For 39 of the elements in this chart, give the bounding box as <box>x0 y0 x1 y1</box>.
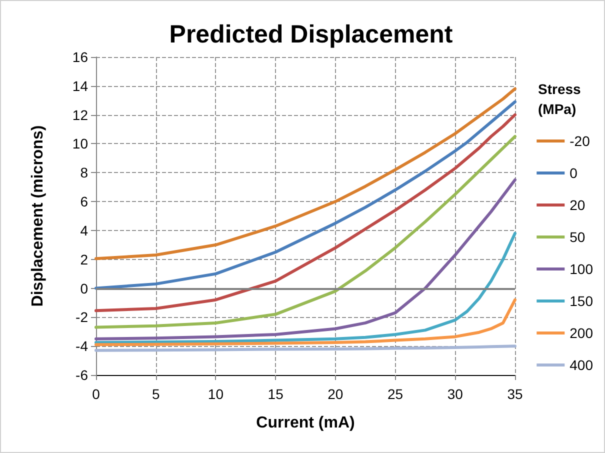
y-tick-label: -6 <box>76 367 88 383</box>
y-tick-label: 4 <box>80 222 88 238</box>
y-tick-label: 0 <box>80 280 88 296</box>
y-tick-label: 10 <box>72 136 88 152</box>
line-series <box>94 178 516 340</box>
x-axis-title: Current (mA) <box>256 414 355 432</box>
x-tick-label: 5 <box>152 386 160 402</box>
x-tick-label: 35 <box>507 386 523 402</box>
x-tick-label: 20 <box>328 386 344 402</box>
y-tick-label: 2 <box>80 251 88 268</box>
x-tick-label: 15 <box>268 386 284 402</box>
legend-label: 50 <box>570 229 586 245</box>
y-tick-label: 12 <box>72 106 88 123</box>
y-tick-label: 6 <box>80 194 88 210</box>
chart-title: Predicted Displacement <box>169 20 454 48</box>
legend-label: 100 <box>570 261 594 277</box>
line-series <box>94 298 516 346</box>
legend-label: 0 <box>570 165 578 181</box>
line-series <box>94 135 516 329</box>
x-tick-label: 0 <box>92 386 100 402</box>
y-tick-label: -4 <box>76 338 88 354</box>
legend-label: 20 <box>570 197 586 213</box>
line-series <box>94 113 516 312</box>
line-series <box>94 100 516 290</box>
y-tick-label: 8 <box>80 164 88 181</box>
x-tick-label: 25 <box>387 386 404 402</box>
legend-label: 150 <box>570 293 594 309</box>
legend-label: 200 <box>570 325 594 341</box>
x-tick-label: 10 <box>208 386 224 402</box>
legend-title: Stress (MPa) <box>538 81 585 117</box>
y-tick-label: 16 <box>72 49 88 65</box>
legend-label: 400 <box>570 357 594 373</box>
line-series <box>94 232 516 344</box>
x-tick-label: 30 <box>447 386 464 402</box>
legend-label: -20 <box>570 133 590 149</box>
y-tick-label: 14 <box>72 78 88 94</box>
line-series <box>94 87 516 260</box>
y-axis-title: Displacement (microns) <box>30 125 46 307</box>
y-tick-label: -2 <box>76 309 88 326</box>
